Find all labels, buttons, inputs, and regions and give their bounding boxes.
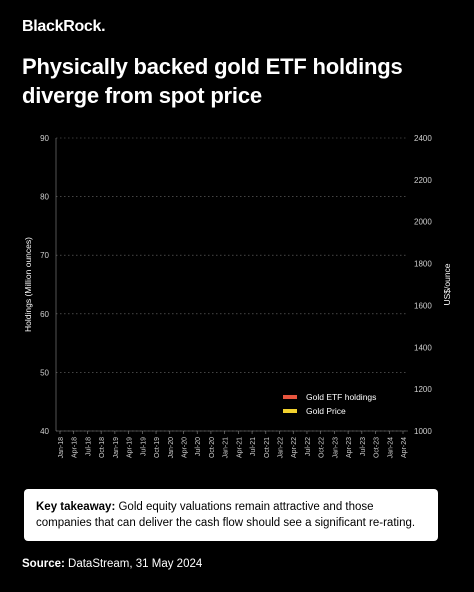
x-tick-label: Jul-20 bbox=[195, 437, 202, 456]
takeaway-label: Key takeaway: bbox=[36, 501, 116, 513]
brand-logo: BlackRock. bbox=[22, 18, 106, 35]
x-tick-label: Apr-24 bbox=[401, 437, 408, 458]
right-tick-label: 1800 bbox=[414, 260, 432, 269]
x-tick-label: Jul-19 bbox=[140, 437, 147, 456]
right-axis-label: US$/ounce bbox=[442, 263, 452, 305]
x-tick-label: Oct-18 bbox=[99, 437, 106, 458]
x-tick-label: Jul-21 bbox=[250, 437, 257, 456]
left-tick-label: 60 bbox=[40, 310, 49, 319]
x-tick-label: Oct-19 bbox=[154, 437, 161, 458]
x-axis: Jan-18 Apr-18 Jul-18 Oct-18 Jan-19 Apr-19 Jul-… bbox=[56, 430, 408, 459]
source-label: Source: bbox=[22, 558, 65, 570]
x-tick-label: Jan-19 bbox=[113, 437, 120, 459]
legend-swatch bbox=[283, 409, 297, 413]
right-tick-label: 1400 bbox=[414, 343, 432, 352]
chart-area: 90 80 70 60 50 40 Holdings (Million ounces) 24… bbox=[23, 134, 452, 459]
gridlines bbox=[56, 137, 408, 432]
chart-title: Physically backed gold ETF holdings dive… bbox=[22, 52, 462, 110]
x-tick-label: Jan-18 bbox=[58, 437, 65, 459]
x-tick-label: Apr-20 bbox=[181, 437, 188, 458]
x-tick-label: Oct-21 bbox=[264, 437, 271, 458]
left-tick-label: 50 bbox=[40, 368, 49, 377]
source-text: DataStream, 31 May 2024 bbox=[64, 558, 203, 570]
x-tick-label: Apr-23 bbox=[346, 437, 353, 458]
right-tick-label: 1600 bbox=[414, 301, 432, 310]
x-tick-label: Oct-22 bbox=[319, 437, 326, 458]
key-takeaway-box: Key takeaway: Gold equity valuations rem… bbox=[24, 489, 438, 541]
x-tick-label: Apr-22 bbox=[291, 437, 298, 458]
x-tick-label: Jan-20 bbox=[168, 437, 175, 459]
legend-label: Gold Price bbox=[306, 406, 346, 416]
x-tick-label: Jan-22 bbox=[278, 437, 285, 459]
title-line-1: Physically backed gold ETF holdings bbox=[22, 54, 403, 79]
right-tick-label: 1000 bbox=[414, 427, 432, 436]
left-axis-label: Holdings (Million ounces) bbox=[23, 237, 33, 332]
legend-swatch bbox=[283, 395, 297, 399]
legend: Gold ETF holdings Gold Price bbox=[283, 392, 376, 416]
x-tick-label: Jul-22 bbox=[305, 437, 312, 456]
left-tick-label: 40 bbox=[40, 427, 49, 436]
left-tick-label: 80 bbox=[40, 193, 49, 202]
x-tick-label: Oct-23 bbox=[374, 437, 381, 458]
x-tick-label: Jan-24 bbox=[387, 437, 394, 459]
left-axis: 90 80 70 60 50 40 Holdings (Million ounces) bbox=[23, 134, 57, 436]
right-axis: 2400 2200 2000 1800 1600 1400 1200 1000 US$/ounc… bbox=[414, 134, 452, 436]
left-tick-label: 70 bbox=[40, 251, 49, 260]
x-tick-label: Apr-18 bbox=[72, 437, 79, 458]
source-note: Source: DataStream, 31 May 2024 bbox=[22, 558, 202, 570]
x-tick-label: Jan-21 bbox=[223, 437, 230, 459]
left-tick-label: 90 bbox=[40, 134, 49, 143]
right-tick-label: 2000 bbox=[414, 218, 432, 227]
right-tick-label: 2200 bbox=[414, 176, 432, 185]
x-tick-label: Jan-23 bbox=[332, 437, 339, 459]
x-tick-label: Jul-23 bbox=[360, 437, 367, 456]
x-tick-label: Jul-18 bbox=[85, 437, 92, 456]
takeaway-text: Gold equity valuations remain attractive… bbox=[36, 501, 416, 529]
x-tick-label: Oct-20 bbox=[209, 437, 216, 458]
x-tick-label: Apr-19 bbox=[127, 437, 134, 458]
legend-label: Gold ETF holdings bbox=[306, 392, 376, 402]
right-tick-label: 1200 bbox=[414, 385, 432, 394]
right-tick-label: 2400 bbox=[414, 134, 432, 143]
title-line-2: diverge from spot price bbox=[22, 83, 262, 108]
x-tick-label: Apr-21 bbox=[236, 437, 243, 458]
